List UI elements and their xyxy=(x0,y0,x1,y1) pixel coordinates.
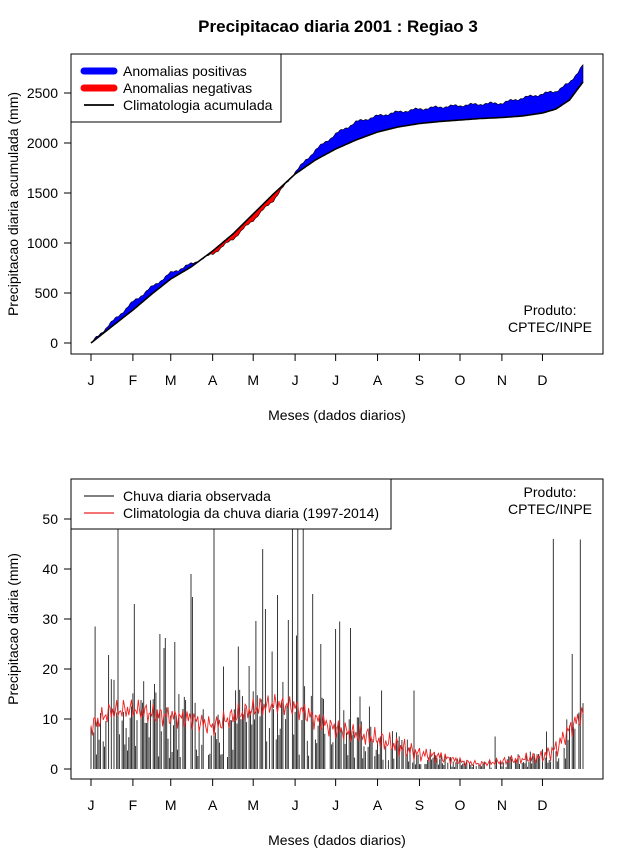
x2-tick-label-3: A xyxy=(208,797,218,813)
x2-tick-label-4: M xyxy=(247,797,259,813)
x-tick-label-7: A xyxy=(373,372,383,388)
x2-tick-label-6: J xyxy=(332,797,339,813)
legend-label-observed: Chuva diaria observada xyxy=(123,488,271,504)
x2-tick-label-8: S xyxy=(415,797,424,813)
y-tick-label-0: 0 xyxy=(50,335,58,351)
daily-rain-bars xyxy=(90,529,584,769)
y2-tick-label-1: 10 xyxy=(42,711,58,727)
y-tick-label-4: 2000 xyxy=(27,135,58,151)
y2-tick-label-3: 30 xyxy=(42,611,58,627)
y-axis-1: 0 500 1000 1500 2000 2500 xyxy=(27,85,72,351)
x2-tick-label-11: D xyxy=(537,797,547,813)
y-axis-2: 0 10 20 30 40 50 xyxy=(42,511,72,777)
x-tick-label-8: S xyxy=(415,372,424,388)
y-axis-label-1: Precipitacao diaria acumulada (mm) xyxy=(5,92,21,316)
x2-tick-label-2: M xyxy=(165,797,177,813)
y-tick-label-3: 1500 xyxy=(27,185,58,201)
figure-title: Precipitacao diaria 2001 : Regiao 3 xyxy=(198,17,478,36)
y2-tick-label-2: 20 xyxy=(42,661,58,677)
y-tick-label-2: 1000 xyxy=(27,235,58,251)
y-tick-label-5: 2500 xyxy=(27,85,58,101)
x2-tick-label-9: O xyxy=(455,797,466,813)
x-tick-label-1: F xyxy=(129,372,138,388)
y2-tick-label-5: 50 xyxy=(42,511,58,527)
product-label-2: Produto: xyxy=(524,484,577,500)
product-label-1: Produto: xyxy=(524,302,577,318)
product-org-1: CPTEC/INPE xyxy=(508,319,592,335)
x-tick-label-3: A xyxy=(208,372,218,388)
positive-anomaly-region-8 xyxy=(293,64,584,176)
legend-label-climatology: Climatologia acumulada xyxy=(123,97,273,113)
y-tick-label-1: 500 xyxy=(35,285,59,301)
x-tick-label-4: M xyxy=(247,372,259,388)
cumulative-panel: 0 500 1000 1500 2000 2500 J F M A M J J A S O N D Meses … xyxy=(5,53,604,423)
daily-panel: 0 10 20 30 40 50 J F M A M J J A S O N D Meses (dados di… xyxy=(5,478,604,848)
legend-2: Chuva diaria observada Climatologia da c… xyxy=(70,478,392,530)
product-org-2: CPTEC/INPE xyxy=(508,501,592,517)
x2-tick-label-7: A xyxy=(373,797,383,813)
y2-tick-label-4: 40 xyxy=(42,561,58,577)
x-axis-label-1: Meses (dados diarios) xyxy=(268,407,406,423)
y2-tick-label-0: 0 xyxy=(50,761,58,777)
x2-tick-label-1: F xyxy=(129,797,138,813)
x-tick-label-11: D xyxy=(537,372,547,388)
legend-label-climatology-daily: Climatologia da chuva diaria (1997-2014) xyxy=(123,505,379,521)
x-tick-label-9: O xyxy=(455,372,466,388)
climatology-daily-line xyxy=(90,694,584,768)
x-tick-label-10: N xyxy=(497,372,507,388)
x2-tick-label-0: J xyxy=(88,797,95,813)
x-axis-label-2: Meses (dados diarios) xyxy=(268,832,406,848)
x-tick-label-0: J xyxy=(88,372,95,388)
legend-label-positive: Anomalias positivas xyxy=(123,63,247,79)
x2-tick-label-10: N xyxy=(497,797,507,813)
legend-label-negative: Anomalias negativas xyxy=(123,80,252,96)
x-tick-label-6: J xyxy=(332,372,339,388)
y-axis-label-2: Precipitacao diaria (mm) xyxy=(5,553,21,705)
x-tick-label-5: J xyxy=(292,372,299,388)
legend-1: Anomalias positivas Anomalias negativas … xyxy=(70,53,282,123)
x-tick-label-2: M xyxy=(165,372,177,388)
climatology-cumulative-line xyxy=(90,81,584,344)
x2-tick-label-5: J xyxy=(292,797,299,813)
